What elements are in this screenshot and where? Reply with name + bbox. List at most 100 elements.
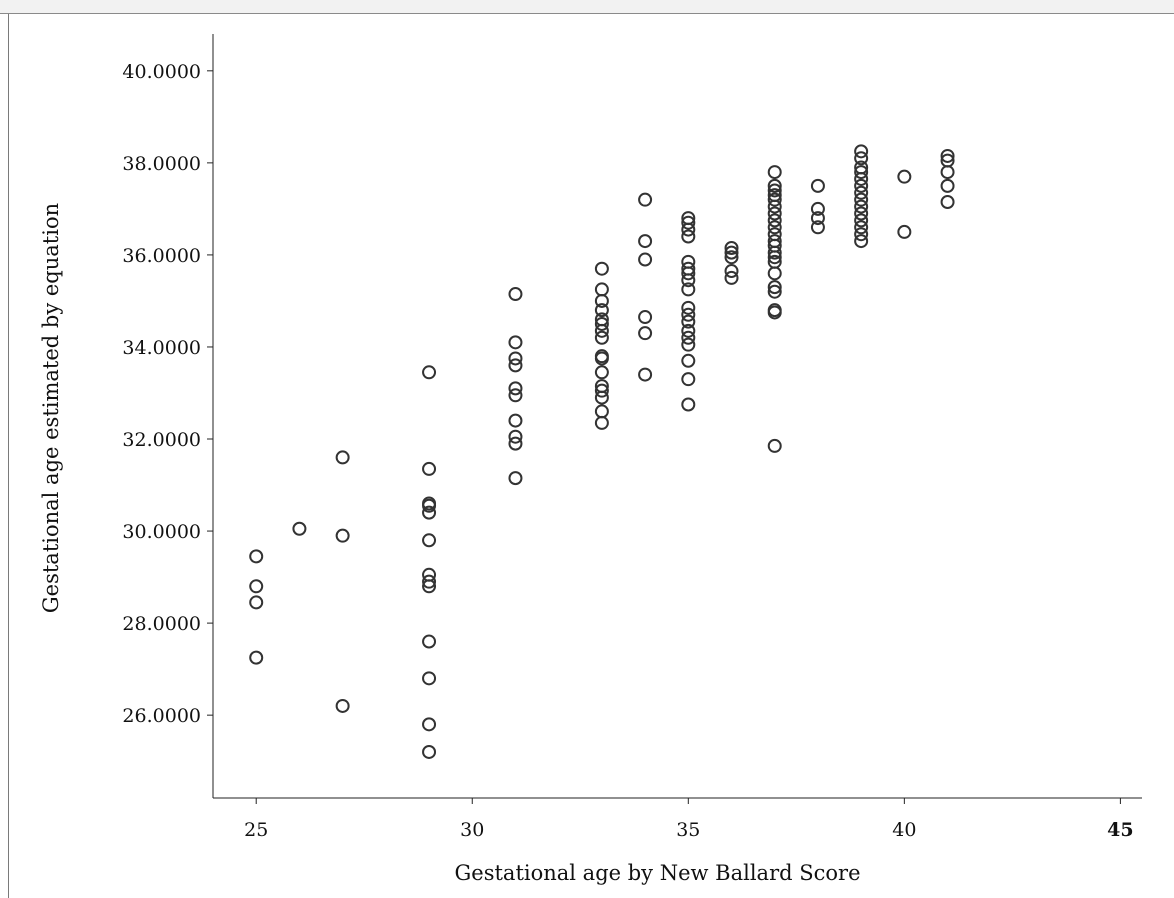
data-point <box>940 148 955 163</box>
data-point <box>594 415 609 430</box>
data-point <box>681 300 696 315</box>
data-point <box>940 194 955 209</box>
data-point <box>767 220 782 235</box>
data-point <box>681 307 696 322</box>
data-points <box>249 144 955 759</box>
data-point <box>594 365 609 380</box>
data-point <box>767 165 782 180</box>
data-point <box>594 261 609 276</box>
data-point <box>681 282 696 297</box>
data-point <box>767 178 782 193</box>
data-point <box>897 169 912 184</box>
data-point <box>422 365 437 380</box>
data-point <box>508 358 523 373</box>
data-point <box>767 250 782 265</box>
data-point <box>249 650 264 665</box>
y-tick-label: 30.0000 <box>122 521 201 543</box>
data-point <box>810 178 825 193</box>
data-point <box>422 461 437 476</box>
data-point <box>594 316 609 331</box>
y-axis-title: Gestational age estimated by equation <box>39 203 63 613</box>
data-point <box>854 192 869 207</box>
data-point <box>854 185 869 200</box>
x-tick-label: 40 <box>892 819 916 841</box>
data-point <box>249 549 264 564</box>
data-point <box>249 579 264 594</box>
data-point <box>335 698 350 713</box>
data-point <box>638 326 653 341</box>
data-point <box>594 330 609 345</box>
data-point <box>681 273 696 288</box>
data-point <box>249 595 264 610</box>
data-point <box>724 245 739 260</box>
data-point <box>422 717 437 732</box>
data-point <box>638 310 653 325</box>
data-point <box>681 353 696 368</box>
data-point <box>810 211 825 226</box>
data-point <box>767 213 782 228</box>
data-point <box>854 206 869 221</box>
data-point <box>594 404 609 419</box>
y-tick-label: 32.0000 <box>122 429 201 451</box>
data-point <box>594 323 609 338</box>
data-point <box>681 330 696 345</box>
data-point <box>681 215 696 230</box>
data-point <box>638 192 653 207</box>
data-point <box>767 245 782 260</box>
panel-left-border <box>8 14 9 898</box>
x-axis-title: Gestational age by New Ballard Score <box>455 861 861 885</box>
data-point <box>854 151 869 166</box>
data-point <box>767 284 782 299</box>
data-point <box>681 337 696 352</box>
data-point <box>508 429 523 444</box>
data-point <box>594 351 609 366</box>
data-point <box>854 220 869 235</box>
data-point <box>767 266 782 281</box>
data-point <box>724 270 739 285</box>
window-top-bar <box>0 0 1174 14</box>
data-point <box>335 450 350 465</box>
data-point <box>681 372 696 387</box>
data-point <box>335 528 350 543</box>
data-point <box>594 303 609 318</box>
data-point <box>508 436 523 451</box>
data-point <box>422 634 437 649</box>
data-point <box>767 183 782 198</box>
data-point <box>594 282 609 297</box>
data-point <box>422 744 437 759</box>
y-tick-label: 36.0000 <box>122 245 201 267</box>
data-point <box>638 252 653 267</box>
data-point <box>508 413 523 428</box>
data-point <box>854 144 869 159</box>
data-point <box>292 521 307 536</box>
data-point <box>767 438 782 453</box>
x-tick-label: 30 <box>460 819 484 841</box>
y-axis-ticks: 26.0000 28.0000 30.0000 32.0000 34.0000 36.00… <box>122 61 213 727</box>
data-point <box>681 323 696 338</box>
y-tick-label: 34.0000 <box>122 337 201 359</box>
data-point <box>422 574 437 589</box>
y-tick-label: 28.0000 <box>122 613 201 635</box>
data-point <box>724 241 739 256</box>
data-point <box>810 201 825 216</box>
data-point <box>724 264 739 279</box>
data-point <box>681 222 696 237</box>
data-point <box>767 192 782 207</box>
data-point <box>638 234 653 249</box>
data-point <box>767 280 782 295</box>
data-point <box>681 229 696 244</box>
chart-axes <box>212 34 1142 799</box>
y-tick-label: 38.0000 <box>122 153 201 175</box>
data-point <box>681 314 696 329</box>
data-point <box>594 383 609 398</box>
x-tick-label: 45 <box>1107 819 1133 841</box>
data-point <box>724 250 739 265</box>
y-tick-label: 26.0000 <box>122 705 201 727</box>
data-point <box>940 178 955 193</box>
data-point <box>897 224 912 239</box>
x-tick-label: 25 <box>244 819 268 841</box>
data-point <box>854 234 869 249</box>
data-point <box>508 335 523 350</box>
data-point <box>422 505 437 520</box>
